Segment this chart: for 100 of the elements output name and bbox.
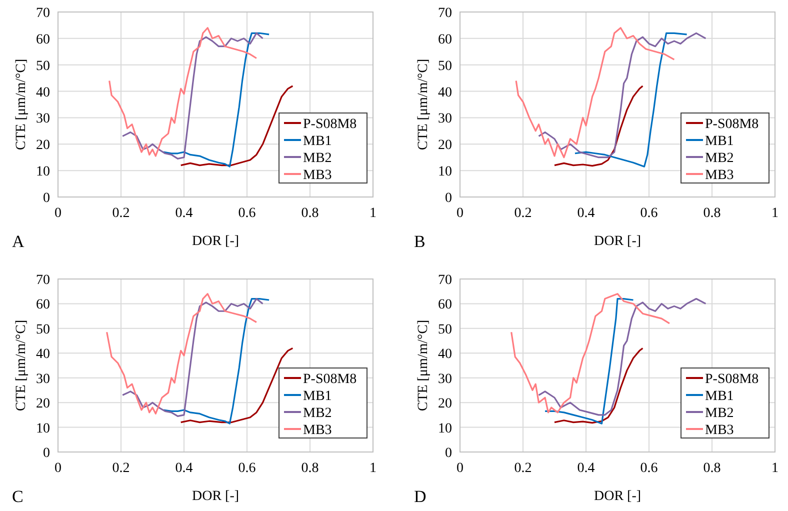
x-tick-label: 0.6 [238, 461, 256, 476]
x-axis-title: DOR [-] [192, 234, 240, 249]
y-axis-title: CTE [μm/m/°C] [14, 58, 29, 150]
legend-label: MB2 [705, 406, 734, 421]
y-tick-label: 20 [438, 138, 452, 154]
y-tick-label: 70 [36, 273, 50, 288]
y-tick-label: 30 [438, 372, 452, 387]
legend-label: P-S08M8 [705, 117, 759, 132]
y-tick-label: 60 [36, 32, 50, 48]
line-series [180, 85, 294, 166]
x-tick-label: 0.8 [703, 206, 721, 221]
y-tick-label: 10 [36, 421, 50, 436]
y-tick-label: 60 [438, 32, 452, 48]
y-tick-label: 50 [36, 58, 50, 74]
y-tick-label: 50 [36, 322, 50, 338]
y-tick-label: 60 [36, 298, 50, 313]
line-series [162, 32, 270, 168]
x-tick-label: 0.2 [112, 461, 130, 476]
x-tick-label: 1 [370, 206, 376, 221]
y-tick-label: 40 [36, 347, 50, 362]
x-tick-label: 0.2 [514, 461, 532, 476]
y-axis-title: CTE [μm/m/°C] [416, 320, 431, 412]
x-tick-label: 1 [370, 461, 376, 476]
y-tick-label: 70 [438, 273, 452, 288]
y-tick-label: 40 [438, 85, 452, 100]
y-tick-label: 50 [438, 322, 452, 338]
x-tick-label: 0.6 [640, 206, 658, 221]
legend-label: MB1 [705, 134, 734, 149]
line-series [544, 298, 634, 424]
y-tick-label: 10 [438, 164, 452, 180]
x-axis-title: DOR [-] [594, 489, 642, 504]
x-tick-label: 0 [456, 461, 464, 476]
x-tick-label: 0.4 [577, 461, 595, 476]
y-tick-label: 10 [36, 164, 50, 180]
y-tick-label: 10 [438, 421, 452, 436]
line-series [515, 27, 675, 158]
line-series [180, 347, 294, 424]
line-series [574, 32, 688, 168]
legend-label: P-S08M8 [303, 117, 357, 132]
line-series [122, 32, 264, 160]
x-tick-label: 0.4 [175, 206, 193, 221]
line-series [538, 298, 706, 416]
line-series [162, 298, 270, 424]
y-tick-label: 40 [36, 85, 50, 100]
x-axis-title: DOR [-] [594, 234, 642, 249]
y-axis-title: CTE [μm/m/°C] [14, 320, 29, 412]
x-tick-label: 0 [456, 206, 464, 221]
legend-label: P-S08M8 [303, 372, 357, 387]
x-tick-label: 0.6 [238, 206, 256, 221]
y-tick-label: 60 [438, 298, 452, 313]
x-tick-label: 0.4 [175, 461, 193, 476]
legend-label: MB3 [303, 168, 332, 183]
x-tick-label: 1 [772, 206, 778, 221]
y-tick-label: 0 [445, 191, 452, 206]
y-tick-label: 40 [438, 347, 452, 362]
x-axis-title: DOR [-] [192, 489, 240, 504]
y-tick-label: 70 [36, 6, 50, 21]
line-series [554, 85, 644, 167]
legend-label: MB3 [303, 423, 332, 438]
y-tick-label: 0 [445, 446, 452, 461]
x-tick-label: 0.8 [703, 461, 721, 476]
x-tick-label: 0.8 [301, 461, 319, 476]
y-tick-label: 0 [43, 191, 50, 206]
legend-label: MB1 [303, 389, 332, 404]
text: B [414, 232, 426, 251]
legend-label: MB2 [303, 151, 332, 166]
y-tick-label: 50 [438, 58, 452, 74]
line-series [510, 293, 670, 414]
y-tick-label: 20 [36, 138, 50, 154]
line-series [108, 27, 258, 157]
y-tick-label: 0 [43, 446, 50, 461]
x-tick-label: 0.6 [640, 461, 658, 476]
y-tick-label: 30 [36, 372, 50, 387]
line-series [122, 298, 264, 417]
y-tick-label: 70 [438, 6, 452, 21]
y-tick-label: 20 [438, 396, 452, 412]
text: D [414, 487, 426, 506]
legend-label: MB1 [705, 389, 734, 404]
x-tick-label: 0.2 [112, 206, 130, 221]
y-tick-label: 30 [438, 112, 452, 127]
legend-label: P-S08M8 [705, 372, 759, 387]
text: A [12, 232, 25, 251]
line-series [538, 32, 706, 158]
x-tick-label: 1 [772, 461, 778, 476]
legend-label: MB2 [705, 151, 734, 166]
y-tick-label: 30 [36, 112, 50, 127]
legend-label: MB3 [705, 168, 734, 183]
legend-label: MB2 [303, 406, 332, 421]
x-tick-label: 0.4 [577, 206, 595, 221]
x-tick-label: 0 [54, 206, 62, 221]
line-series [106, 293, 258, 414]
x-tick-label: 0 [54, 461, 62, 476]
x-tick-label: 0.8 [301, 206, 319, 221]
y-tick-label: 20 [36, 396, 50, 412]
x-tick-label: 0.2 [514, 206, 532, 221]
legend-label: MB3 [705, 423, 734, 438]
text: C [12, 487, 24, 506]
legend-label: MB1 [303, 134, 332, 149]
line-series [554, 347, 644, 424]
y-axis-title: CTE [μm/m/°C] [416, 58, 431, 150]
